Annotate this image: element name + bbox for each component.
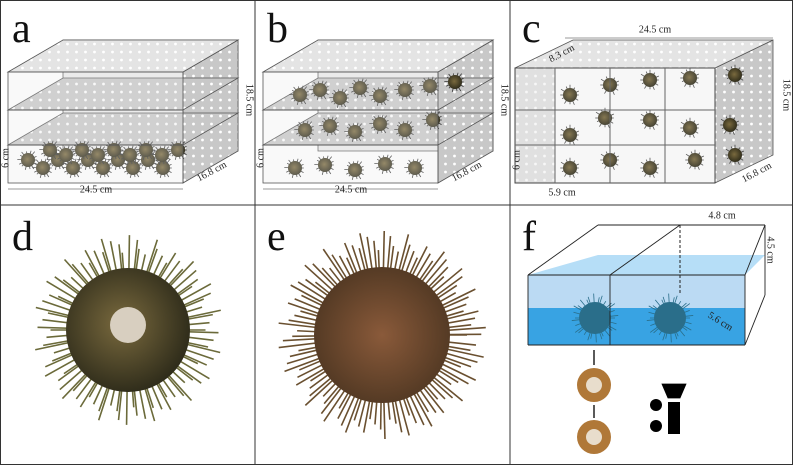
dimension: 24.5 cm [335,184,367,195]
urchin [36,161,50,175]
urchin [348,163,362,177]
panel-label: f [522,214,536,260]
urchin [91,148,105,162]
urchin [579,302,611,334]
urchin [66,161,80,175]
crate-front [514,67,716,184]
urchin [598,111,612,125]
urchin [728,68,742,82]
urchin [288,161,302,175]
urchin [373,89,387,103]
urchin [318,158,332,172]
panel-label: e [267,214,286,260]
urchin [408,161,422,175]
urchin [293,88,307,102]
urchin [126,161,140,175]
urchin [123,148,137,162]
urchin [75,143,89,157]
urchin [348,125,362,139]
panel-label: d [12,214,33,260]
urchin [423,79,437,93]
urchin [448,75,462,89]
urchin [398,83,412,97]
artwork [6,37,774,454]
dimension: 4.8 cm [708,210,735,221]
tank-edge [527,224,599,276]
urchin [333,91,347,105]
tank-edge [744,224,766,276]
urchin [683,71,697,85]
dimension: 18.5 cm [781,79,792,111]
urchin [298,123,312,137]
urchin [43,143,57,157]
urchin [155,148,169,162]
urchin [313,83,327,97]
urchin [688,153,702,167]
urchin [353,81,367,95]
urchin [139,143,153,157]
urchin [323,119,337,133]
tank-edge [744,294,766,346]
urchin [398,123,412,137]
urchin [563,88,577,102]
icon-dot [650,399,662,411]
panel-label: a [12,6,31,52]
crate-front [7,71,184,184]
urchin [643,113,657,127]
urchin [171,143,185,157]
crate-front [262,71,439,184]
urchin [59,148,73,162]
dimension: 18.5 cm [499,84,510,116]
urchin [378,157,392,171]
dimension: 24.5 cm [639,24,671,35]
urchin [654,302,686,334]
urchin [96,161,110,175]
dimension: 4.5 cm [765,236,776,263]
urchin [723,118,737,132]
panel-label: c [522,6,541,52]
dimension: 6 cm [0,148,11,168]
icon-bar [668,402,680,434]
urchin [21,153,35,167]
urchin [643,73,657,87]
dimension: 24.5 cm [80,184,112,195]
oral-disc [110,307,146,343]
dimension: 18.5 cm [244,84,255,116]
oral-disc [586,429,602,445]
dimension: 6 cm [255,148,266,168]
urchin [728,148,742,162]
oral-disc [586,377,602,393]
urchin [426,113,440,127]
urchin [563,161,577,175]
dimension: 5.9 cm [548,187,575,198]
urchin [373,117,387,131]
urchin [314,267,450,403]
urchin [643,161,657,175]
panel-label: b [267,6,288,52]
urchin [563,128,577,142]
icon-lamp [661,383,687,399]
icon-dot [650,420,662,432]
dimension: 6 cm [511,150,522,170]
urchin [683,121,697,135]
water-surface [528,255,765,275]
urchin [107,143,121,157]
tank-edge [609,224,681,276]
